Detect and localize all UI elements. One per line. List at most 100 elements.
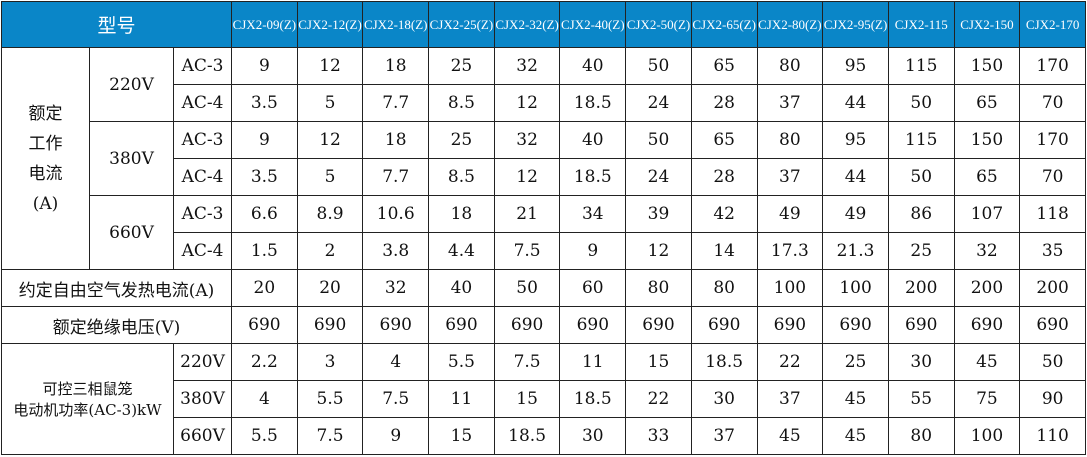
value-cell: 30: [690, 380, 758, 418]
value-cell: 690: [428, 306, 495, 344]
value-cell: 7.5: [493, 343, 561, 381]
voltage-label: 220V: [172, 343, 233, 381]
value-cell: 4.4: [428, 232, 495, 270]
value-cell: 95: [822, 121, 889, 159]
value-cell: 40: [428, 269, 495, 307]
value-cell: 45: [756, 417, 824, 455]
value-cell: 49: [756, 195, 824, 233]
value-cell: 150: [953, 47, 1021, 85]
motor-power-label-line2: 电动机功率(AC-3)kW: [13, 401, 162, 419]
value-cell: 25: [822, 343, 889, 381]
value-cell: 9: [362, 417, 430, 455]
value-cell: 7.7: [362, 158, 430, 196]
value-cell: 5.5: [428, 343, 495, 381]
value-cell: 32: [953, 232, 1021, 270]
value-cell: 44: [822, 84, 889, 122]
value-cell: 10.6: [362, 195, 430, 233]
value-cell: 170: [1019, 121, 1086, 159]
value-cell: 18.5: [559, 380, 627, 418]
value-cell: 12: [493, 84, 561, 122]
value-cell: 118: [1019, 195, 1086, 233]
value-cell: 50: [887, 84, 955, 122]
value-cell: 34: [559, 195, 627, 233]
table-row: AC-4 1.5 2 3.8 4.4 7.5 9 12 14 17.3 21.3 25 32 35: [2, 232, 1086, 270]
value-cell: 30: [887, 343, 955, 381]
value-cell: 690: [625, 306, 692, 344]
value-cell: 7.5: [296, 417, 364, 455]
value-cell: 12: [493, 158, 561, 196]
value-cell: 7.5: [362, 380, 430, 418]
value-cell: 107: [953, 195, 1021, 233]
value-cell: 15: [428, 417, 495, 455]
value-cell: 95: [822, 47, 889, 85]
model-column-header: CJX2-12(Z): [296, 1, 364, 48]
value-cell: 25: [428, 121, 495, 159]
value-cell: 3: [296, 343, 364, 381]
utilization-category: AC-4: [172, 84, 233, 122]
utilization-category: AC-3: [172, 47, 233, 85]
value-cell: 44: [822, 158, 889, 196]
value-cell: 110: [1019, 417, 1086, 455]
value-cell: 5: [296, 84, 364, 122]
value-cell: 28: [690, 158, 758, 196]
value-cell: 18.5: [559, 158, 627, 196]
table-row: 660V 5.5 7.5 9 15 18.5 30 33 37 45 45 80 100 110: [2, 417, 1086, 455]
value-cell: 22: [625, 380, 692, 418]
value-cell: 9: [231, 47, 298, 85]
thermal-label: 约定自由空气发热电流(A): [0, 269, 233, 307]
value-cell: 65: [953, 84, 1021, 122]
value-cell: 7.5: [493, 232, 561, 270]
value-cell: 40: [559, 121, 627, 159]
model-column-header: CJX2-25(Z): [428, 1, 495, 48]
value-cell: 32: [493, 47, 561, 85]
value-cell: 80: [625, 269, 692, 307]
voltage-label: 380V: [89, 121, 174, 196]
utilization-category: AC-4: [172, 232, 233, 270]
value-cell: 7.7: [362, 84, 430, 122]
value-cell: 37: [756, 158, 824, 196]
value-cell: 3.5: [231, 158, 298, 196]
value-cell: 25: [428, 47, 495, 85]
value-cell: 32: [362, 269, 430, 307]
model-column-header: CJX2-40(Z): [559, 1, 627, 48]
table-row: AC-4 3.5 5 7.7 8.5 12 18.5 24 28 37 44 50 65 70: [2, 84, 1086, 122]
value-cell: 80: [756, 47, 824, 85]
value-cell: 80: [887, 417, 955, 455]
value-cell: 21: [493, 195, 561, 233]
value-cell: 690: [493, 306, 561, 344]
value-cell: 15: [625, 343, 692, 381]
table-row: 额定 工作 电流 (A) 220V AC-3 9 12 18 25 32 40 50 65 80 95 1…: [1, 47, 1086, 270]
utilization-category: AC-3: [172, 121, 233, 159]
value-cell: 45: [822, 417, 889, 455]
value-cell: 65: [690, 47, 758, 85]
value-cell: 20: [296, 269, 364, 307]
value-cell: 37: [756, 84, 824, 122]
value-cell: 80: [756, 121, 824, 159]
value-cell: 5.5: [296, 380, 364, 418]
value-cell: 3.5: [231, 84, 298, 122]
value-cell: 2: [296, 232, 364, 270]
value-cell: 45: [953, 343, 1021, 381]
value-cell: 49: [822, 195, 889, 233]
value-cell: 12: [625, 232, 692, 270]
table-row: 380V AC-3 9 12 18 25 32 40 50 65 80 95 115 150 170: [2, 121, 1086, 196]
model-column-header: CJX2-115: [887, 1, 955, 48]
value-cell: 24: [625, 84, 692, 122]
value-cell: 8.5: [428, 84, 495, 122]
value-cell: 70: [1019, 84, 1086, 122]
value-cell: 690: [887, 306, 955, 344]
table-row: 可控三相鼠笼 电动机功率(AC-3)kW 220V 2.2 3 4 5.5 7.5 11 15 18…: [1, 343, 1086, 455]
value-cell: 30: [559, 417, 627, 455]
rated-current-label: 额定 工作 电流 (A): [1, 47, 90, 270]
value-cell: 690: [953, 306, 1021, 344]
value-cell: 40: [559, 47, 627, 85]
value-cell: 100: [953, 417, 1021, 455]
model-column-header: CJX2-95(Z): [822, 1, 889, 48]
value-cell: 45: [822, 380, 889, 418]
value-cell: 70: [1019, 158, 1086, 196]
model-column-header: CJX2-50(Z): [625, 1, 692, 48]
value-cell: 75: [953, 380, 1021, 418]
value-cell: 9: [231, 121, 298, 159]
model-column-header: CJX2-09(Z): [231, 1, 298, 48]
